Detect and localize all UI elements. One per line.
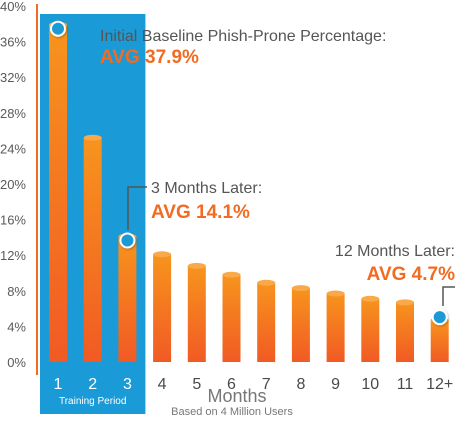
y-tick-label: 16% (0, 213, 26, 228)
y-tick-label: 20% (0, 177, 26, 192)
x-axis-title: Months (207, 386, 266, 406)
annotation-marker (50, 20, 66, 37)
bar (361, 295, 380, 362)
bar-cap (187, 262, 206, 269)
bar-cap (83, 134, 102, 141)
y-axis-ticks: 0% 4% 8% 12% 16% 20% 24% 28% 32% 36% 40% (0, 0, 26, 370)
x-tick-label: 11 (397, 376, 414, 393)
bar-body (187, 265, 206, 362)
bar (222, 271, 241, 362)
x-tick-label: 2 (88, 376, 97, 393)
training-period-label: Training Period (59, 396, 126, 407)
bar-body (153, 254, 172, 362)
annotation-connector (127, 186, 147, 230)
bar (118, 233, 137, 362)
x-tick-label: 5 (192, 376, 201, 393)
bar-cap (361, 295, 380, 302)
x-tick-label: 8 (296, 376, 305, 393)
bars-group (49, 21, 449, 362)
bar-body (257, 282, 276, 362)
x-tick-label: 7 (262, 376, 271, 393)
bar-cap (257, 279, 276, 286)
bar-body (430, 320, 449, 362)
x-tick-label: 3 (123, 376, 132, 393)
x-tick-label: 9 (331, 376, 340, 393)
bar (153, 251, 172, 362)
bar-body (49, 24, 67, 362)
y-tick-label: 28% (0, 106, 26, 121)
bar-body (291, 288, 310, 362)
bar-body (361, 298, 380, 362)
annotations-group: Initial Baseline Phish-Prone Percentage:… (100, 28, 455, 285)
x-tick-label: 6 (227, 376, 236, 393)
annotation-value: AVG 37.9% (100, 47, 199, 68)
y-tick-label: 12% (0, 248, 26, 263)
annotation-markers (50, 20, 448, 326)
bar-cap (291, 285, 310, 292)
annotation-value: AVG 4.7% (367, 264, 455, 285)
bar (187, 262, 206, 362)
bar-body (396, 302, 414, 362)
bar (326, 290, 345, 362)
annotation-connector (442, 286, 455, 306)
x-tick-label: 10 (361, 376, 379, 393)
bar (291, 285, 310, 362)
y-tick-label: 0% (7, 355, 26, 370)
annotation-label: Initial Baseline Phish-Prone Percentage: (100, 28, 386, 45)
annotation-marker (119, 232, 136, 249)
bar-body (326, 293, 345, 362)
annotation-label: 12 Months Later: (335, 243, 455, 260)
x-tick-label: 4 (158, 376, 167, 393)
bar-body (118, 236, 137, 362)
annotation-value: AVG 14.1% (151, 202, 250, 223)
x-tick-label: 12+ (426, 376, 453, 393)
x-axis-ticks: 1 2 3 4 5 6 7 8 9 10 11 12+ (54, 376, 454, 393)
y-tick-label: 32% (0, 70, 26, 85)
annotation-label: 3 Months Later: (151, 180, 262, 197)
bar-cap (153, 251, 172, 258)
annotation-connectors (127, 186, 455, 306)
x-tick-label: 1 (54, 376, 63, 393)
y-tick-label: 24% (0, 141, 26, 156)
y-tick-label: 40% (0, 0, 26, 14)
x-axis-subtitle: Based on 4 Million Users (171, 406, 293, 418)
bar-body (222, 274, 241, 362)
bar-body (83, 137, 102, 362)
y-tick-label: 4% (7, 319, 26, 334)
bar-cap (396, 299, 414, 306)
y-tick-label: 8% (7, 284, 26, 299)
y-tick-label: 36% (0, 35, 26, 50)
bar (257, 279, 276, 362)
bar (49, 21, 67, 362)
bar-cap (222, 271, 241, 278)
bar (396, 299, 414, 362)
bar-cap (326, 290, 345, 297)
annotation-marker (431, 309, 448, 326)
bar (83, 134, 102, 362)
